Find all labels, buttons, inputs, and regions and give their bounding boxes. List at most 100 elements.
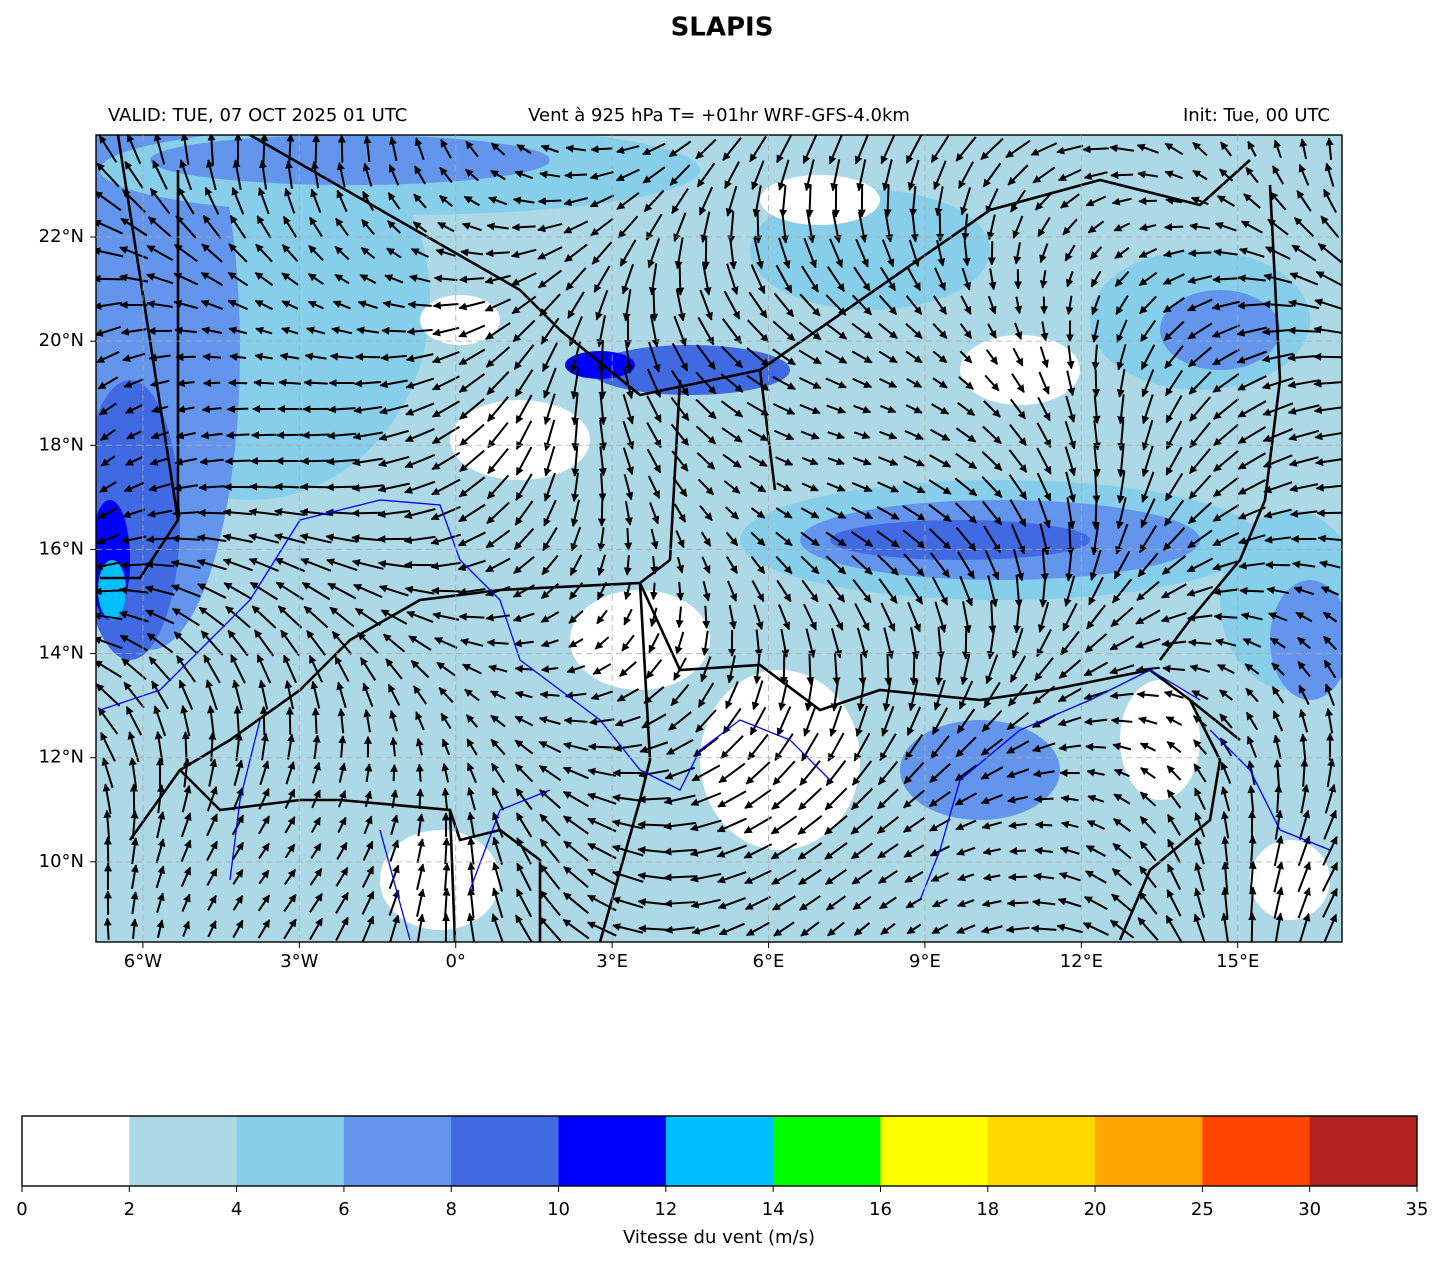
wind-arrow xyxy=(1291,560,1316,569)
wind-arrow xyxy=(827,431,845,440)
wind-arrow xyxy=(282,215,298,238)
wind-arrow xyxy=(702,605,711,630)
wind-arrow xyxy=(905,295,923,315)
colorbar-tick-label: 8 xyxy=(446,1199,457,1220)
wind-arrow xyxy=(331,630,353,656)
wind-arrow xyxy=(878,294,898,316)
wind-arrow xyxy=(646,395,662,423)
wind-arrow xyxy=(179,159,193,191)
colorbar-swatch xyxy=(1309,1116,1418,1186)
wind-arrow xyxy=(910,212,919,243)
wind-arrow xyxy=(1299,138,1308,160)
wind-arrow xyxy=(799,293,821,317)
wind-arrow xyxy=(200,630,224,656)
wind-arrow xyxy=(902,529,926,549)
wind-arrow xyxy=(1065,395,1076,423)
colorbar-swatch xyxy=(880,1116,989,1186)
wind-arrow xyxy=(931,576,949,606)
wind-arrow xyxy=(906,378,923,388)
wind-arrow xyxy=(124,404,143,414)
wind-arrow xyxy=(904,577,924,605)
wind-arrow xyxy=(624,500,633,526)
wind-arrow xyxy=(1269,191,1287,211)
wind-arrow xyxy=(1187,501,1213,525)
wind-arrow xyxy=(485,529,511,549)
wind-arrow xyxy=(1013,242,1022,265)
wind-arrow xyxy=(1313,352,1342,361)
wind-arrow xyxy=(594,636,610,650)
wind-arrow xyxy=(1065,549,1074,582)
wind-arrow xyxy=(826,482,846,492)
wind-arrow xyxy=(513,555,535,575)
wind-arrow xyxy=(650,528,659,550)
wind-arrow xyxy=(825,377,847,389)
wind-arrow xyxy=(177,187,195,215)
wind-arrow xyxy=(326,558,358,571)
wind-arrow xyxy=(1324,162,1335,187)
wind-arrow xyxy=(905,322,923,340)
wind-arrow xyxy=(1164,369,1184,397)
wind-arrow xyxy=(412,221,428,233)
wind-arrow xyxy=(1216,195,1235,207)
wind-arrow xyxy=(1010,524,1026,555)
wind-arrow xyxy=(883,185,892,218)
wind-arrow xyxy=(306,630,326,656)
wind-arrow xyxy=(621,634,635,652)
wind-arrow xyxy=(146,300,173,309)
wind-arrow xyxy=(854,603,870,632)
wind-arrow xyxy=(749,481,767,493)
wind-arrow xyxy=(278,378,301,387)
wind-arrow xyxy=(1117,445,1126,478)
wind-arrow xyxy=(878,578,898,604)
wind-arrow xyxy=(858,211,868,243)
wind-arrow xyxy=(960,295,972,315)
wind-arrow xyxy=(877,554,899,576)
wind-arrow xyxy=(1091,295,1101,316)
wind-arrow xyxy=(1237,274,1266,283)
wind-arrow xyxy=(325,483,358,492)
wind-arrow xyxy=(1116,471,1126,504)
wind-arrow xyxy=(1038,371,1050,395)
wind-arrow xyxy=(1008,474,1028,500)
wind-arrow xyxy=(879,266,897,292)
wind-arrow xyxy=(623,608,633,626)
wind-arrow xyxy=(598,367,607,400)
wind-arrow xyxy=(929,552,951,578)
wind-arrow xyxy=(465,168,479,182)
wind-arrow xyxy=(1040,321,1049,342)
wind-arrow xyxy=(1090,270,1102,288)
wind-arrow xyxy=(805,184,814,218)
wind-arrow xyxy=(853,404,872,414)
speed-area xyxy=(96,380,180,660)
wind-arrow xyxy=(335,217,349,237)
wind-arrow xyxy=(599,419,607,451)
wind-arrow xyxy=(1189,448,1211,474)
wind-arrow xyxy=(1322,635,1338,651)
wind-arrow xyxy=(1116,319,1128,343)
wind-arrow xyxy=(1315,270,1342,287)
wind-arrow xyxy=(354,379,382,388)
wind-arrow xyxy=(1065,471,1076,503)
wind-arrow xyxy=(909,652,918,686)
wind-arrow xyxy=(1289,272,1319,286)
wind-arrow xyxy=(405,377,435,390)
wind-arrow xyxy=(485,249,510,258)
wind-arrow xyxy=(1189,222,1211,231)
wind-arrow xyxy=(721,427,743,443)
wind-arrow xyxy=(671,342,689,372)
wind-arrow xyxy=(1236,301,1267,310)
wind-arrow xyxy=(387,192,401,210)
wind-arrow xyxy=(1011,373,1025,393)
wind-arrow xyxy=(307,300,324,310)
wind-arrow xyxy=(1009,847,1027,856)
wind-arrow xyxy=(228,378,248,387)
wind-arrow xyxy=(723,290,741,320)
wind-arrow xyxy=(457,559,486,571)
wind-arrow xyxy=(695,138,717,160)
wind-arrow xyxy=(334,245,350,261)
wind-arrow xyxy=(984,550,1000,581)
wind-arrow xyxy=(96,191,122,212)
wind-arrow xyxy=(1012,215,1024,239)
wind-arrow xyxy=(597,500,606,527)
wind-arrow xyxy=(248,558,279,572)
